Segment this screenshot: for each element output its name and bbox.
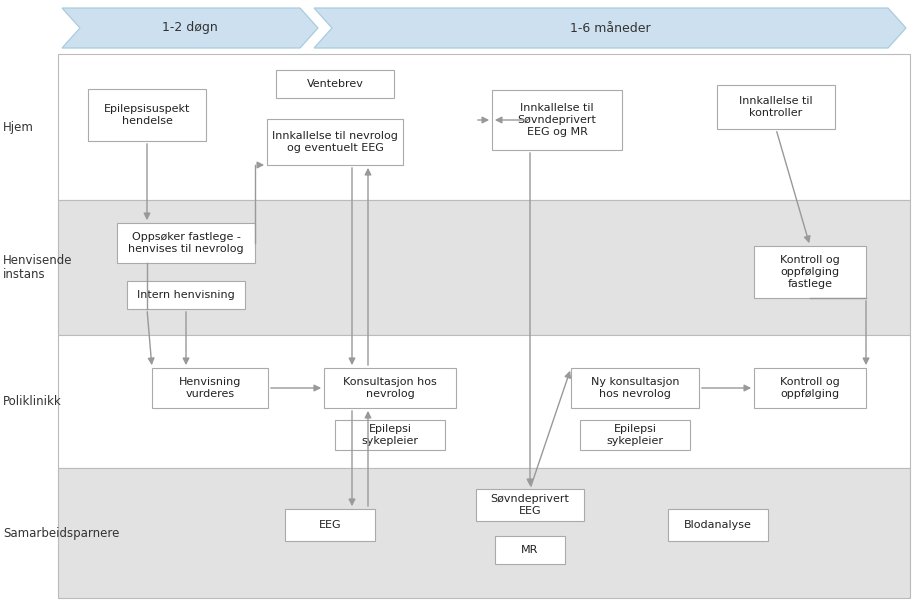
Text: Poliklinikk: Poliklinikk xyxy=(3,395,62,408)
Text: Henvisende
instans: Henvisende instans xyxy=(3,254,72,282)
Text: MR: MR xyxy=(521,545,538,555)
Text: Blodanalyse: Blodanalyse xyxy=(684,520,752,530)
Text: Kontroll og
oppfølging: Kontroll og oppfølging xyxy=(781,377,840,399)
Text: Kontroll og
oppfølging
fastlege: Kontroll og oppfølging fastlege xyxy=(781,255,840,290)
Bar xyxy=(58,335,910,468)
FancyBboxPatch shape xyxy=(580,420,690,450)
Bar xyxy=(58,468,910,598)
Text: Intern henvisning: Intern henvisning xyxy=(137,290,235,300)
Text: Søvndeprivert
EEG: Søvndeprivert EEG xyxy=(491,494,569,516)
Text: Henvisning
vurderes: Henvisning vurderes xyxy=(179,377,241,399)
FancyBboxPatch shape xyxy=(276,70,394,98)
FancyBboxPatch shape xyxy=(88,89,206,141)
Text: Hjem: Hjem xyxy=(3,120,34,133)
FancyBboxPatch shape xyxy=(476,489,584,521)
Polygon shape xyxy=(314,8,906,48)
Text: Ny konsultasjon
hos nevrolog: Ny konsultasjon hos nevrolog xyxy=(590,377,679,399)
Text: EEG: EEG xyxy=(319,520,341,530)
Text: Epilepsi
sykepleier: Epilepsi sykepleier xyxy=(362,424,419,446)
Text: 1-6 måneder: 1-6 måneder xyxy=(569,21,651,34)
FancyBboxPatch shape xyxy=(492,90,622,150)
Text: Ventebrev: Ventebrev xyxy=(306,79,364,89)
FancyBboxPatch shape xyxy=(335,420,445,450)
Text: Oppsøker fastlege -
henvises til nevrolog: Oppsøker fastlege - henvises til nevrolo… xyxy=(128,232,244,254)
FancyBboxPatch shape xyxy=(127,281,245,309)
Text: Innkallelse til nevrolog
og eventuelt EEG: Innkallelse til nevrolog og eventuelt EE… xyxy=(272,131,398,153)
FancyBboxPatch shape xyxy=(754,246,866,298)
FancyBboxPatch shape xyxy=(324,368,456,408)
FancyBboxPatch shape xyxy=(495,536,565,564)
Polygon shape xyxy=(62,8,318,48)
FancyBboxPatch shape xyxy=(717,85,835,129)
FancyBboxPatch shape xyxy=(571,368,699,408)
Text: Innkallelse til
kontroller: Innkallelse til kontroller xyxy=(739,96,813,118)
Bar xyxy=(58,200,910,335)
Text: Innkallelse til
Søvndeprivert
EEG og MR: Innkallelse til Søvndeprivert EEG og MR xyxy=(517,103,597,137)
FancyBboxPatch shape xyxy=(117,223,255,263)
Text: Epilepsisuspekt
hendelse: Epilepsisuspekt hendelse xyxy=(104,104,190,126)
Text: Epilepsi
sykepleier: Epilepsi sykepleier xyxy=(607,424,664,446)
Text: 1-2 døgn: 1-2 døgn xyxy=(162,21,218,34)
FancyBboxPatch shape xyxy=(267,119,403,165)
Text: Samarbeidsparnere: Samarbeidsparnere xyxy=(3,527,120,540)
FancyBboxPatch shape xyxy=(754,368,866,408)
FancyBboxPatch shape xyxy=(152,368,268,408)
Text: Konsultasjon hos
nevrolog: Konsultasjon hos nevrolog xyxy=(343,377,437,399)
Bar xyxy=(58,54,910,200)
FancyBboxPatch shape xyxy=(285,509,375,541)
FancyBboxPatch shape xyxy=(668,509,768,541)
